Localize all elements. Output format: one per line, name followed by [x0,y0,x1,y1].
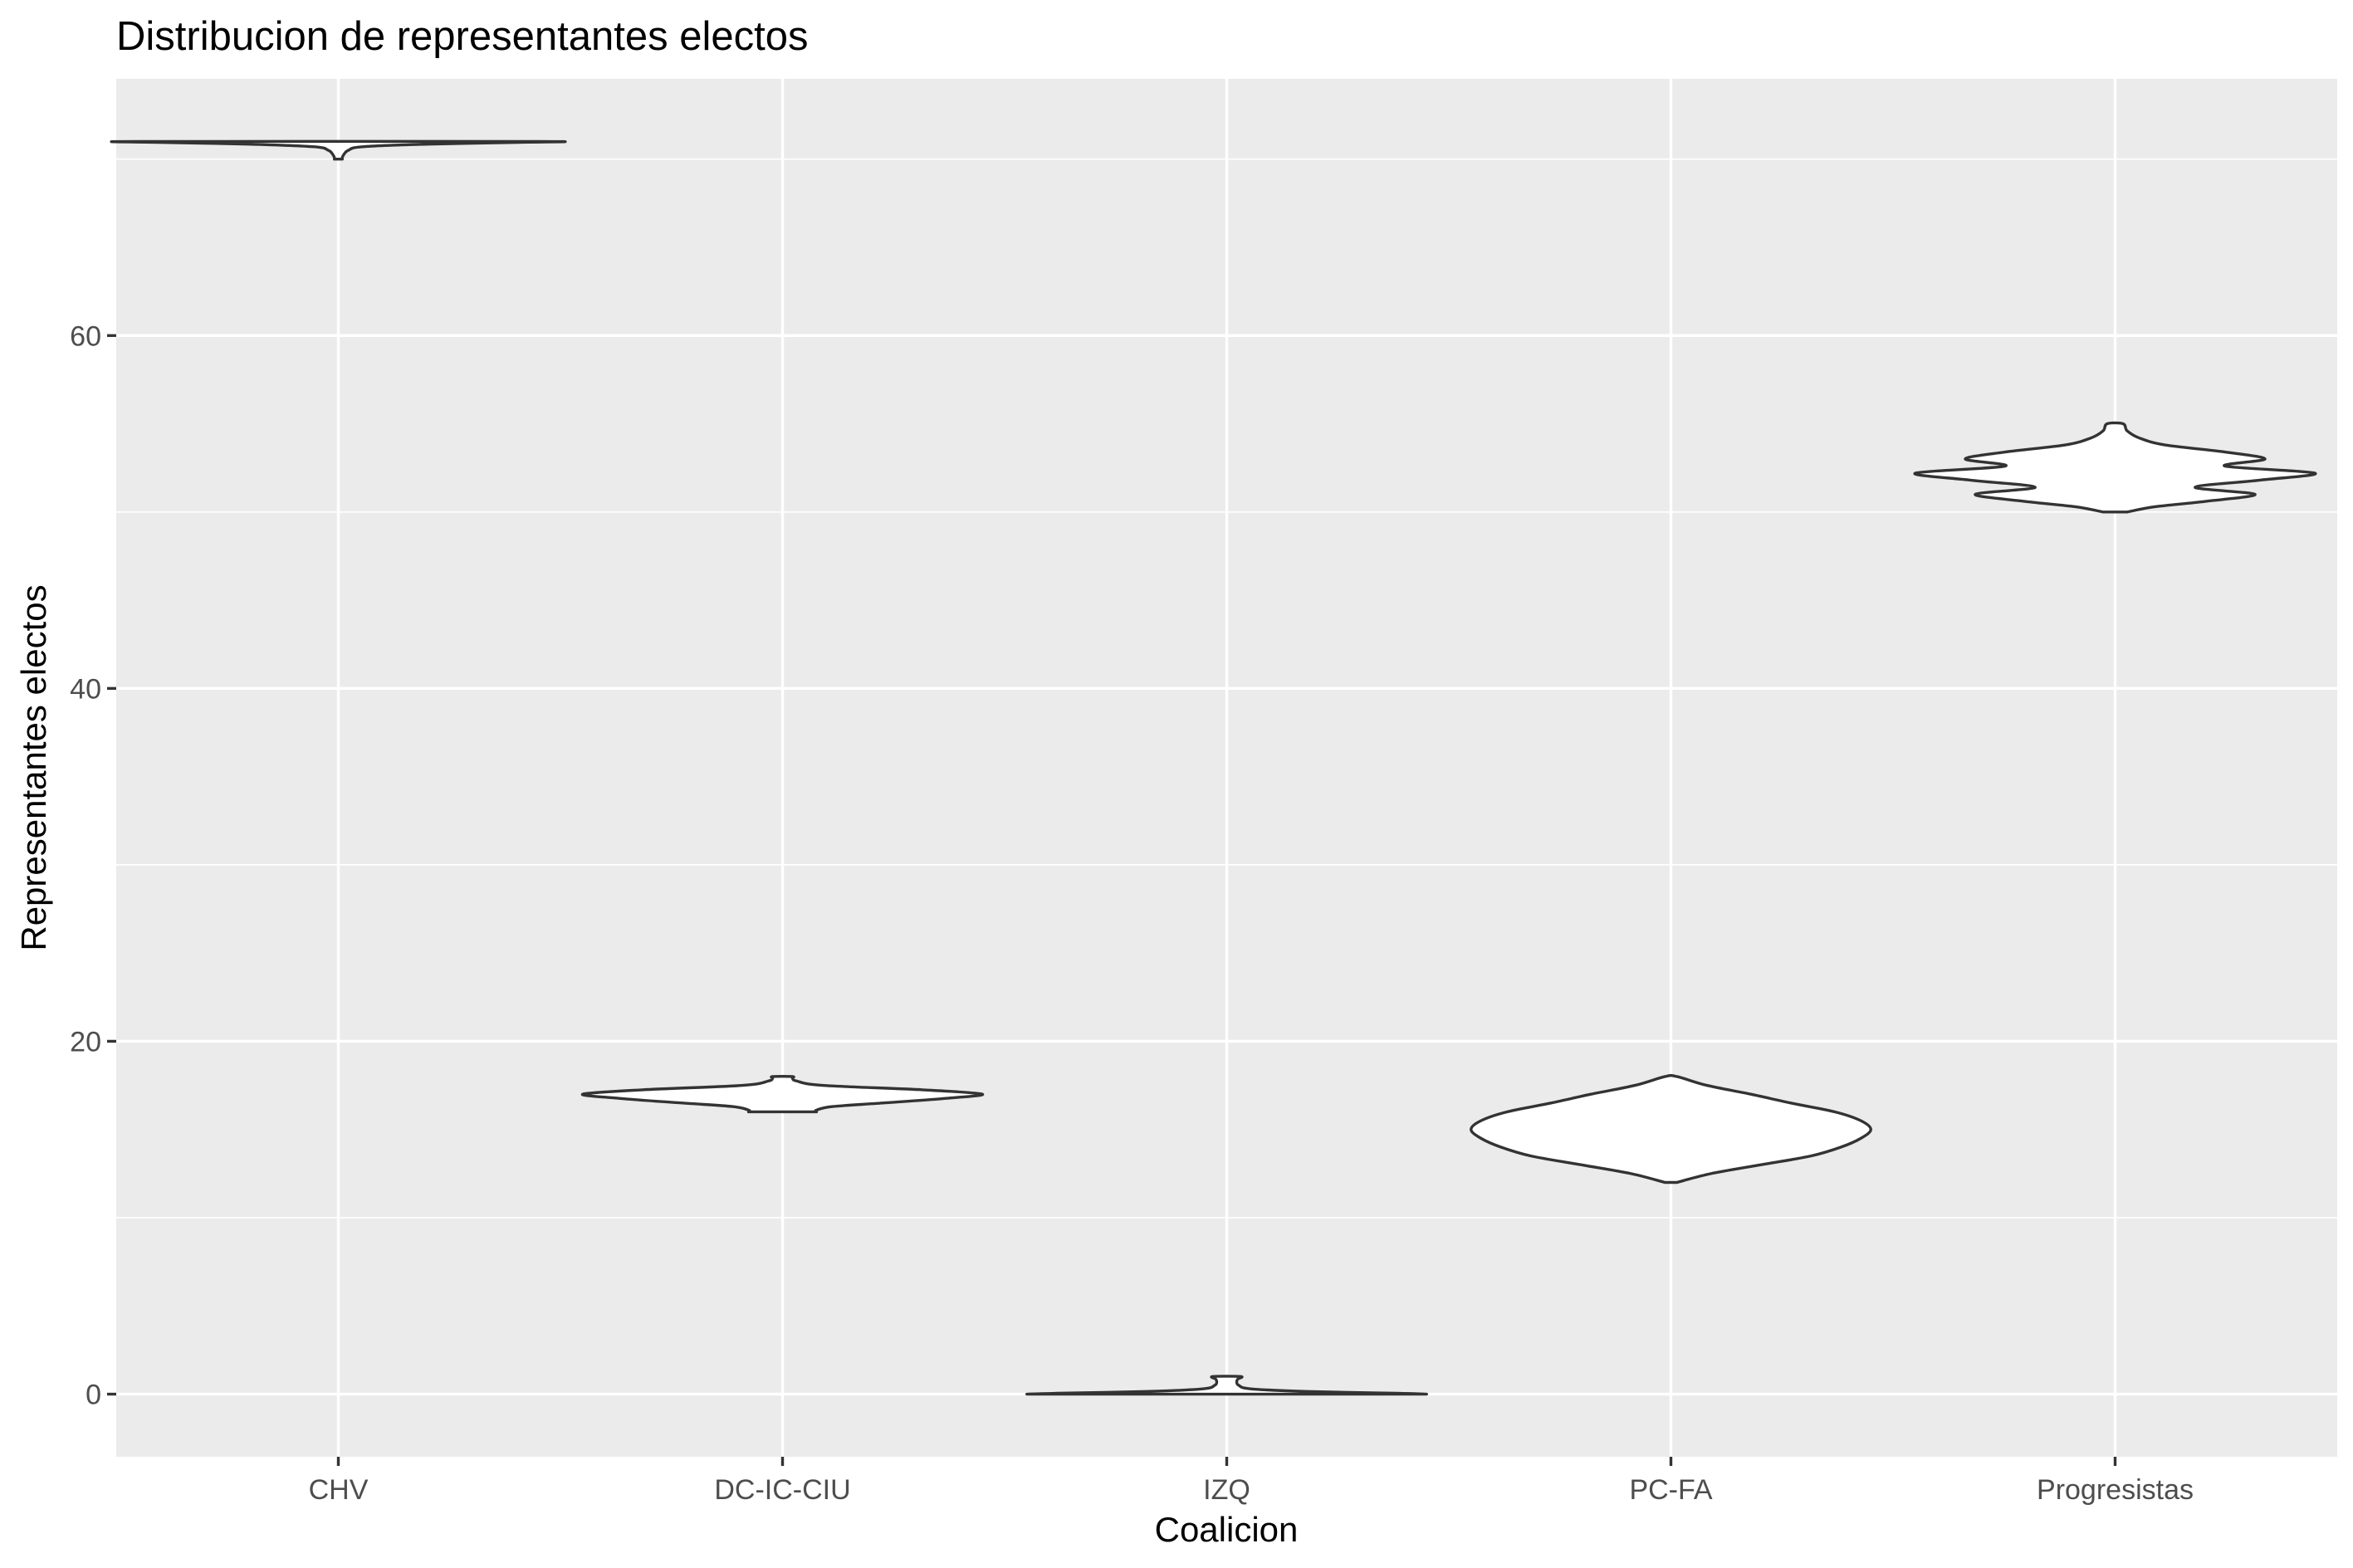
x-tick-label-PC-FA: PC-FA [1629,1474,1712,1506]
y-tick-label-0: 0 [86,1380,101,1411]
violins [110,139,2317,1396]
y-axis: 0 20 40 60 [70,320,116,1411]
grid-lines [116,79,2337,1457]
y-axis-title: Representantes electos [14,584,53,950]
violin-Progresistas [1913,421,2317,514]
y-tick-label-40: 40 [70,673,101,705]
y-tick-label-20: 20 [70,1026,101,1058]
violin-IZQ [1025,1375,1428,1396]
chart-title: Distribucion de representantes electos [116,14,808,59]
x-tick-label-CHV: CHV [309,1474,369,1506]
x-axis: CHV DC-IC-CIU IZQ PC-FA Progresistas [309,1457,2194,1506]
violin-PC-FA [1470,1073,1872,1185]
x-axis-title: Coalicion [1155,1510,1299,1549]
y-tick-label-60: 60 [70,320,101,352]
x-tick-label-DC-IC-CIU: DC-IC-CIU [714,1474,850,1506]
violin-DC-IC-CIU [581,1074,984,1114]
x-tick-label-IZQ: IZQ [1203,1474,1250,1506]
violin-CHV [110,139,567,161]
x-tick-label-Progresistas: Progresistas [2037,1474,2194,1506]
